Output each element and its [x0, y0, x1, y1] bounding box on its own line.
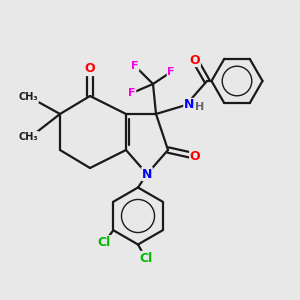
Text: H: H: [195, 101, 204, 112]
Text: CH₃: CH₃: [19, 92, 38, 103]
Text: F: F: [167, 67, 175, 77]
Text: F: F: [128, 88, 136, 98]
Text: N: N: [142, 167, 152, 181]
Text: F: F: [131, 61, 139, 71]
Text: O: O: [85, 62, 95, 76]
Text: Cl: Cl: [98, 236, 111, 249]
Text: Cl: Cl: [139, 251, 152, 265]
Text: O: O: [190, 149, 200, 163]
Text: CH₃: CH₃: [19, 131, 38, 142]
Text: N: N: [184, 98, 194, 112]
Text: O: O: [190, 53, 200, 67]
